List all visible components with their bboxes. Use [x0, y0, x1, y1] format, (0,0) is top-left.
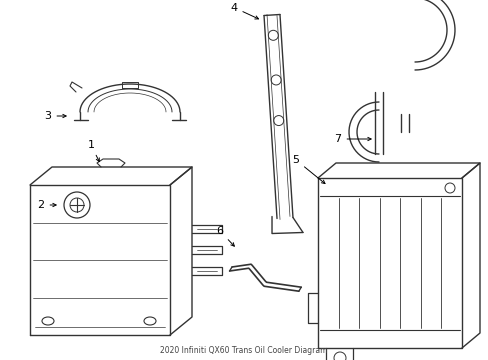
Text: 6: 6	[216, 226, 234, 246]
Text: 1: 1	[87, 140, 99, 162]
Text: 7: 7	[334, 134, 370, 144]
Text: 2020 Infiniti QX60 Trans Oil Cooler Diagram: 2020 Infiniti QX60 Trans Oil Cooler Diag…	[160, 346, 327, 355]
Text: 5: 5	[292, 155, 325, 184]
Text: 2: 2	[38, 200, 56, 210]
Text: 4: 4	[230, 3, 258, 19]
Text: 3: 3	[44, 111, 66, 121]
